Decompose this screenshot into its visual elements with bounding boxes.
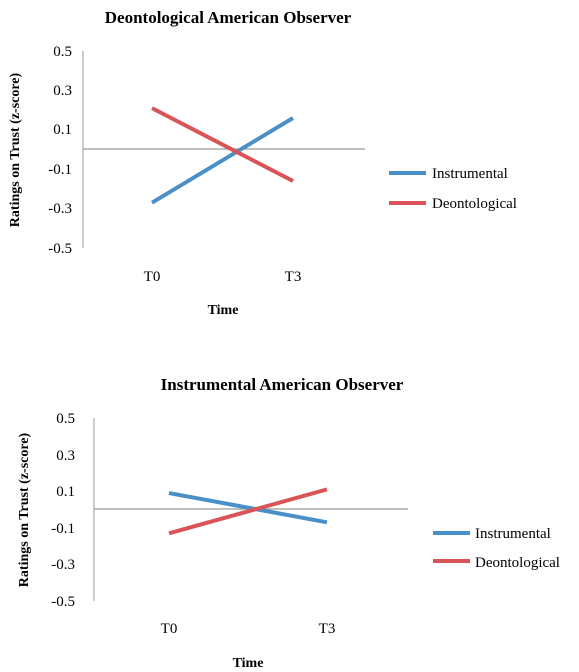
y-tick-label: -0.3: [48, 201, 72, 217]
y-tick-label: 0.5: [56, 411, 75, 427]
legend-label-deontological: Deontological: [475, 555, 560, 571]
x-tick-label: T3: [285, 269, 302, 285]
y-tick-label: 0.3: [56, 448, 75, 464]
legend: Instrumental Deontological: [389, 166, 517, 212]
series-line-deontological: [151, 106, 294, 183]
y-tick-label: -0.3: [51, 557, 75, 573]
y-tick-label: 0.1: [53, 122, 72, 138]
series-line-deontological: [168, 487, 328, 536]
x-tick-labels: T0 T3: [161, 621, 336, 637]
y-tick-labels: 0.5 0.3 0.1 -0.1 -0.3 -0.5: [51, 411, 75, 610]
y-axis-label: Ratings on Trust (z-score): [17, 432, 32, 587]
series-line-instrumental: [150, 116, 295, 205]
y-tick-label: -0.5: [48, 241, 72, 257]
legend-label-instrumental: Instrumental: [432, 166, 508, 182]
x-tick-label: T0: [144, 269, 161, 285]
legend: Instrumental Deontological: [433, 526, 560, 571]
chart-deontological-observer: Deontological American Observer Ratings …: [8, 8, 517, 318]
chart-title: Deontological American Observer: [105, 8, 352, 27]
y-tick-label: -0.5: [51, 594, 75, 610]
y-tick-labels: 0.5 0.3 0.1 -0.1 -0.3 -0.5: [48, 44, 72, 257]
x-tick-label: T0: [161, 621, 178, 637]
chart-instrumental-observer: Instrumental American Observer Ratings o…: [17, 375, 560, 671]
x-axis-label: Time: [233, 656, 264, 671]
legend-label-deontological: Deontological: [432, 196, 517, 212]
series-line-instrumental: [168, 491, 328, 525]
y-tick-label: 0.5: [53, 44, 72, 60]
x-axis-label: Time: [208, 303, 239, 318]
legend-label-instrumental: Instrumental: [475, 526, 551, 542]
y-tick-label: 0.3: [53, 83, 72, 99]
x-tick-labels: T0 T3: [144, 269, 302, 285]
y-tick-label: -0.1: [51, 521, 75, 537]
y-tick-label: -0.1: [48, 162, 72, 178]
y-axis-label: Ratings on Trust (z-score): [8, 72, 23, 227]
y-tick-label: 0.1: [56, 484, 75, 500]
x-tick-label: T3: [319, 621, 336, 637]
chart-title: Instrumental American Observer: [161, 375, 404, 394]
